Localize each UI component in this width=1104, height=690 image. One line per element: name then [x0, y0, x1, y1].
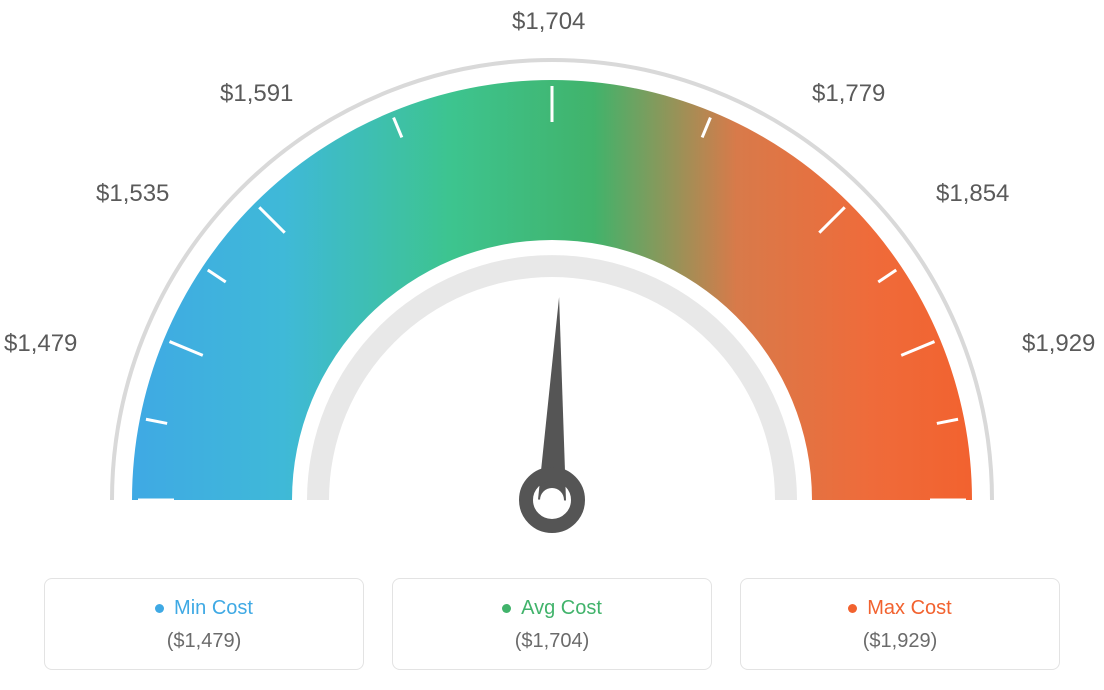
gauge-container: $1,479 $1,535 $1,591 $1,704 $1,779 $1,854 $1,9… [0, 0, 1104, 560]
legend-title-label: Max Cost [867, 597, 951, 620]
dot-icon [848, 604, 857, 613]
legend-row: Min Cost ($1,479) Avg Cost ($1,704) Max … [0, 578, 1104, 670]
gauge-tick-label: $1,535 [96, 180, 169, 208]
legend-title-min: Min Cost [155, 597, 253, 620]
gauge-tick-label: $1,704 [512, 8, 585, 36]
gauge-tick-label: $1,929 [1022, 330, 1095, 358]
legend-value-max: ($1,929) [761, 630, 1039, 653]
gauge-tick-label: $1,591 [220, 80, 293, 108]
gauge-tick-label: $1,479 [4, 330, 77, 358]
legend-card-avg: Avg Cost ($1,704) [392, 578, 712, 670]
legend-card-min: Min Cost ($1,479) [44, 578, 364, 670]
legend-card-max: Max Cost ($1,929) [740, 578, 1060, 670]
legend-title-label: Min Cost [174, 597, 253, 620]
gauge-svg [0, 0, 1104, 560]
legend-value-min: ($1,479) [65, 630, 343, 653]
dot-icon [502, 604, 511, 613]
dot-icon [155, 604, 164, 613]
gauge-tick-label: $1,779 [812, 80, 885, 108]
legend-value-avg: ($1,704) [413, 630, 691, 653]
legend-title-max: Max Cost [848, 597, 951, 620]
legend-title-label: Avg Cost [521, 597, 602, 620]
legend-title-avg: Avg Cost [502, 597, 602, 620]
gauge-tick-label: $1,854 [936, 180, 1009, 208]
